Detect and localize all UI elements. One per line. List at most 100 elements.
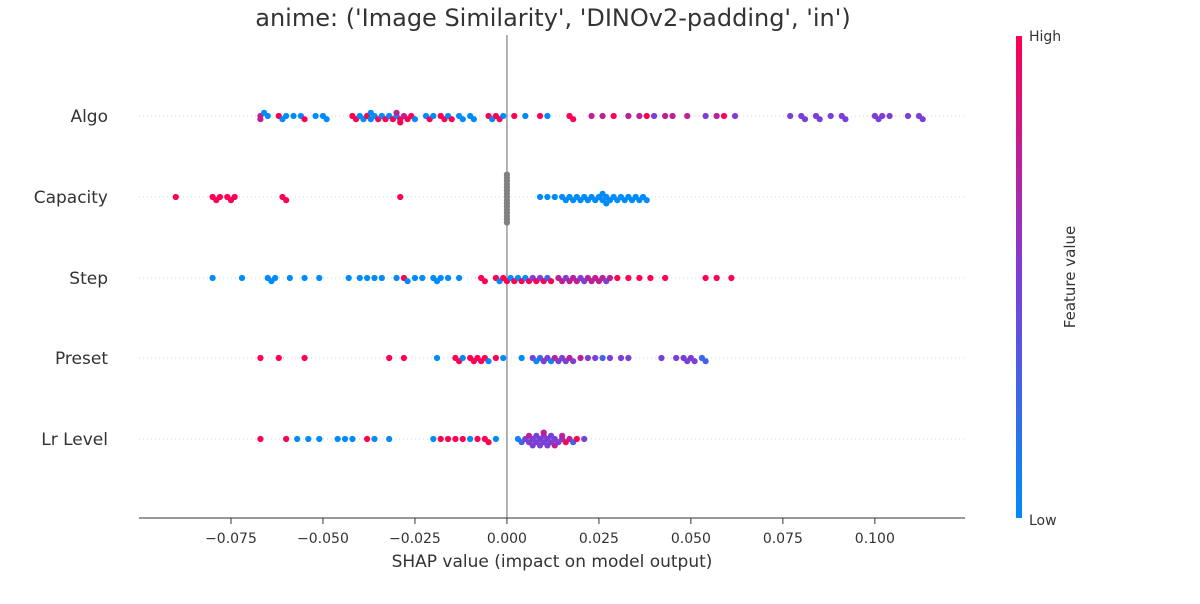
shap-point [301,354,308,362]
shap-point [397,119,404,126]
shap-point [544,112,551,120]
shap-point [540,429,547,436]
feature-row-guides [139,115,965,440]
shap-point [606,354,614,362]
shap-point [669,112,676,120]
shap-point [691,358,698,365]
x-tick-label: 0.000 [487,531,527,547]
shap-point [334,435,341,443]
colorbar-gradient [1016,36,1022,518]
shap-point [636,274,643,282]
shap-point [459,354,466,362]
shap-point [492,354,499,362]
shap-point [536,193,544,201]
shap-point [437,274,444,282]
shap-point [713,274,720,282]
shap-point [264,112,271,120]
shap-point [492,435,499,443]
shap-point [551,193,558,201]
shap-point [301,116,308,123]
shap-point [577,354,584,362]
shap-point [702,112,709,120]
shap-point [411,116,419,123]
shap-point [257,354,264,362]
shap-point [570,358,577,365]
shap-point [610,112,617,120]
chart-title: anime: ('Image Similarity', 'DINOv2-padd… [255,4,850,32]
x-tick-label: −0.075 [205,531,257,547]
shap-point [625,274,632,282]
shap-point [720,112,728,120]
shap-point [411,274,419,282]
shap-point [283,435,290,443]
shap-point [397,193,404,201]
shap-point [467,435,474,443]
shap-point [500,354,507,362]
shap-point [658,354,665,362]
shap-point [364,274,371,282]
shap-point [592,354,599,362]
shap-point [404,278,411,285]
shap-point [702,358,709,365]
shap-point [386,354,393,362]
shap-point [485,358,492,365]
shap-point [474,435,481,443]
shap-point [503,219,511,226]
shap-point [651,112,658,120]
shap-point [573,435,580,443]
shap-point [904,112,912,120]
shap-point [599,354,606,362]
shap-point [172,193,179,201]
shap-point [286,274,293,282]
shap-point [617,354,625,362]
shap-point [294,435,301,443]
shap-point [481,278,488,285]
shap-point [393,109,400,116]
feature-label: Capacity [34,188,108,208]
shap-point [647,274,654,282]
shap-point [257,116,264,123]
shap-point [559,432,566,439]
shap-point [827,112,834,120]
shap-point [684,112,691,120]
shap-point [430,435,437,443]
shap-point [713,112,720,120]
shap-point [842,116,849,123]
shap-point [386,435,393,443]
x-tick-label: −0.025 [389,531,441,547]
shap-point [816,116,823,123]
shap-point [459,116,466,123]
shap-point [456,274,463,282]
shap-point [787,112,794,120]
shap-point [283,197,290,204]
shap-point [452,435,459,443]
shap-point [437,435,444,443]
shap-point [625,354,632,362]
shap-point [323,116,330,123]
x-axis-ticks: −0.075 −0.050 −0.025 0.000 0.025 0.050 0.075 0.… [205,518,895,547]
shap-point [570,116,577,123]
shap-point [636,112,643,120]
shap-point [731,112,739,120]
shap-point [801,116,809,123]
feature-label: Preset [55,349,108,369]
shap-point [643,112,650,120]
shap-point [316,435,323,443]
shap-point [231,193,238,201]
shap-point [209,274,216,282]
shap-point [544,193,551,201]
shap-point [584,354,591,362]
shap-point [283,112,290,120]
shap-point [606,274,614,282]
shap-point [316,274,323,282]
shap-point [470,116,477,123]
shap-point [485,439,492,446]
shap-point [614,274,621,282]
shap-point [378,274,385,282]
shap-point [312,112,319,120]
shap-point [643,197,650,204]
shap-point [522,112,529,120]
x-tick-label: −0.050 [297,531,349,547]
